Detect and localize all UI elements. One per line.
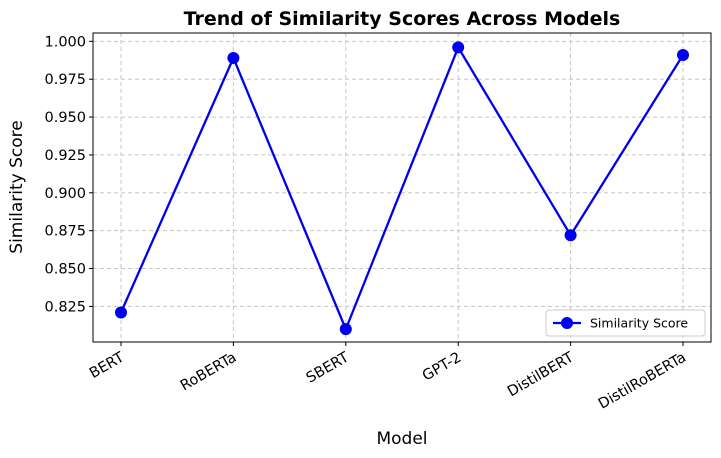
y-tick-label: 0.925 — [44, 148, 86, 164]
chart-title: Trend of Similarity Scores Across Models — [184, 8, 621, 30]
y-tick-label: 1.000 — [44, 34, 86, 50]
x-tick-label: DistilBERT — [505, 350, 577, 401]
legend-marker-sample — [561, 317, 573, 329]
data-point — [564, 229, 577, 242]
legend-entry-similarity-score: Similarity Score — [590, 316, 688, 331]
data-point — [227, 51, 240, 64]
grid-lines — [93, 33, 711, 342]
y-axis-ticks: 0.825 0.850 0.875 0.900 0.925 0.950 0.975 1.000 — [44, 34, 93, 315]
series-similarity-score — [115, 41, 689, 336]
x-tick-label: SBERT — [304, 350, 352, 387]
x-tick-label: RoBERTa — [178, 350, 240, 395]
y-tick-label: 0.950 — [44, 110, 86, 126]
data-point — [677, 48, 689, 61]
data-point — [339, 323, 352, 336]
y-tick-label: 0.850 — [44, 262, 86, 278]
legend: Similarity Score — [545, 309, 706, 337]
y-tick-label: 0.825 — [44, 299, 86, 315]
data-point — [452, 41, 465, 54]
y-tick-label: 0.975 — [44, 72, 86, 88]
x-tick-label: BERT — [87, 350, 127, 382]
data-point — [115, 306, 127, 319]
x-axis-label: Model — [376, 429, 427, 449]
series-line — [119, 46, 684, 331]
x-tick-label: DistilRoBERTa — [596, 350, 689, 413]
y-tick-label: 0.875 — [44, 224, 86, 240]
x-tick-label: GPT-2 — [420, 350, 464, 385]
plot-area-frame — [92, 32, 712, 343]
x-axis-ticks: BERT RoBERTa SBERT GPT-2 DistilBERT DistilRoB… — [87, 342, 689, 413]
y-axis-label: Similarity Score — [7, 120, 27, 253]
y-tick-label: 0.900 — [44, 186, 86, 202]
legend-box — [545, 309, 706, 337]
